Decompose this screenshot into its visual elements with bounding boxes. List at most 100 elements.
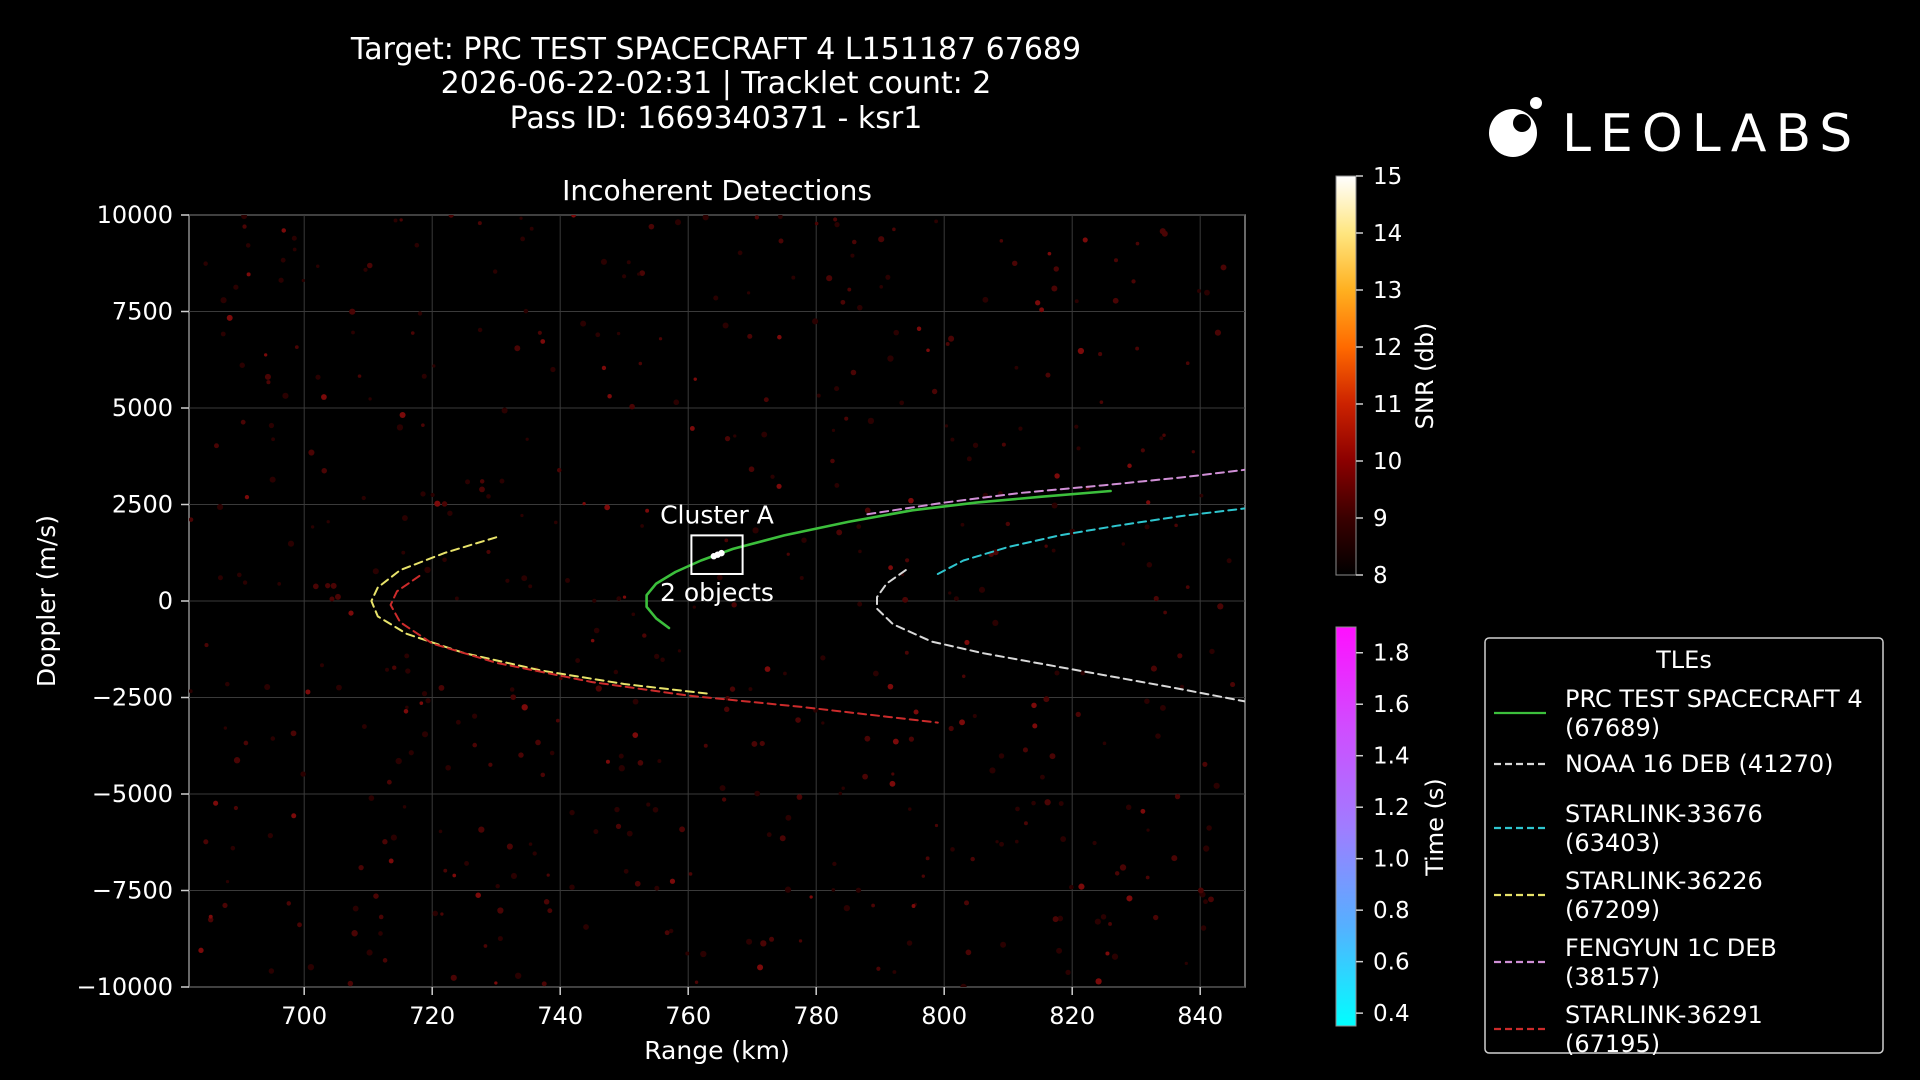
background-detection-point (995, 840, 999, 844)
background-detection-point (495, 883, 500, 889)
background-detection-point (1161, 230, 1168, 237)
background-detection-point (965, 949, 972, 956)
background-detection-point (592, 598, 597, 603)
background-detection-point (372, 568, 379, 575)
background-detection-point (1074, 424, 1079, 429)
time-tick-label: 0.4 (1373, 1001, 1410, 1027)
background-detection-point (291, 813, 297, 819)
background-detection-point (791, 275, 796, 280)
background-detection-point (1119, 864, 1127, 871)
background-detection-point (857, 304, 863, 311)
background-detection-point (546, 873, 550, 877)
background-detection-point (783, 671, 787, 676)
background-detection-point (832, 861, 837, 867)
background-detection-point (646, 802, 651, 807)
background-detection-point (1174, 523, 1178, 528)
background-detection-point (569, 884, 575, 890)
time-colorbar-label: Time (s) (1421, 778, 1449, 877)
background-detection-point (1200, 925, 1207, 931)
background-detection-point (1127, 463, 1132, 469)
background-detection-point (1140, 808, 1146, 814)
cluster-a-sublabel: 2 objects (660, 578, 774, 607)
background-detection-point (497, 936, 503, 942)
background-detection-point (960, 983, 967, 987)
background-detection-point (204, 643, 209, 648)
background-detection-point (521, 704, 528, 711)
background-detection-point (1203, 899, 1208, 905)
x-tick-label: 780 (793, 1002, 839, 1030)
background-detection-point (532, 851, 537, 856)
background-detection-point (733, 434, 737, 438)
background-detection-point (486, 494, 491, 499)
background-detection-point (388, 858, 394, 864)
background-detection-point (1171, 855, 1178, 862)
background-detection-point (220, 331, 226, 337)
leolabs-logo-text: LEOLABS (1562, 104, 1862, 164)
background-detection-point (1191, 450, 1195, 454)
background-detection-point (905, 558, 910, 563)
background-detection-point (893, 329, 900, 336)
background-detection-point (911, 904, 916, 908)
background-detection-point (840, 299, 846, 305)
snr-colorbar (1335, 175, 1357, 576)
background-detection-point (595, 332, 601, 338)
background-detection-point (692, 605, 696, 609)
background-detection-point (754, 790, 761, 797)
background-detection-point (640, 524, 644, 528)
background-detection-point (268, 968, 275, 974)
background-detection-point (540, 339, 546, 344)
background-detection-point (1075, 711, 1081, 718)
time-tick-label: 0.6 (1373, 950, 1410, 976)
background-detection-point (855, 887, 862, 893)
cluster-a: Cluster A 2 objects (660, 500, 774, 607)
background-detection-point (637, 760, 644, 766)
background-detection-point (737, 250, 743, 256)
background-detection-point (795, 717, 801, 723)
background-detection-point (751, 741, 758, 747)
y-tick-label: −7500 (92, 877, 173, 905)
plot-title: Incoherent Detections (562, 174, 872, 207)
background-detection-point (605, 759, 610, 764)
background-detection-point (571, 215, 576, 218)
background-detection-point (282, 392, 289, 399)
background-detection-point (198, 947, 204, 953)
tle-track-line (876, 569, 1245, 703)
background-detection-point (208, 914, 213, 919)
background-detection-point (514, 972, 522, 979)
background-detection-point (499, 478, 505, 484)
background-detection-point (950, 437, 955, 442)
background-detection-point (1014, 839, 1019, 844)
background-detection-point (892, 227, 896, 232)
background-detection-point (291, 235, 297, 241)
background-detection-point (964, 639, 970, 646)
background-detection-point (1209, 648, 1215, 655)
background-detection-point (607, 393, 612, 399)
background-detection-point (618, 753, 624, 759)
background-detection-point (230, 845, 236, 851)
background-detection-point (703, 743, 708, 748)
background-detection-point (378, 931, 383, 936)
background-detection-point (225, 681, 230, 687)
tle-track-line (370, 536, 709, 695)
background-detection-point (514, 345, 521, 352)
background-detection-point (600, 258, 607, 265)
background-detection-point (1204, 289, 1210, 296)
background-detection-point (351, 930, 358, 937)
background-detection-point (421, 731, 429, 738)
background-detection-point (820, 655, 826, 661)
background-detection-point (321, 394, 327, 400)
background-detection-point (267, 832, 273, 839)
background-detection-point (834, 222, 840, 228)
background-detection-point (189, 517, 194, 522)
background-detection-point (1039, 774, 1045, 780)
time-tick-label: 0.8 (1373, 898, 1410, 924)
background-detection-point (386, 779, 392, 785)
background-detection-point (834, 386, 840, 392)
background-detection-point (1131, 279, 1136, 284)
background-detection-point (334, 593, 341, 600)
background-detection-point (292, 247, 297, 252)
background-detection-point (1051, 285, 1058, 292)
background-detection-point (378, 914, 384, 920)
background-detection-point (403, 708, 409, 714)
background-detection-point (948, 335, 955, 342)
